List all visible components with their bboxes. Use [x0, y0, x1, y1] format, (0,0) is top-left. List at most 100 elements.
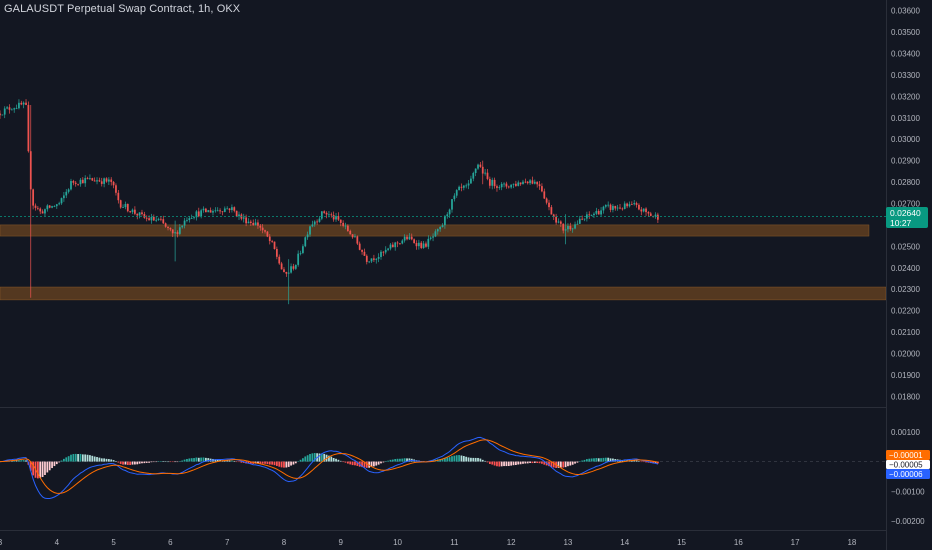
- candle: [181, 225, 184, 229]
- candle: [200, 208, 203, 219]
- candle-body: [616, 207, 619, 209]
- macd-histogram-bar: [399, 458, 401, 462]
- candle-body: [157, 218, 160, 220]
- candle: [391, 242, 394, 248]
- candle: [496, 184, 498, 192]
- candle: [48, 205, 51, 209]
- candle: [188, 216, 191, 223]
- candle-body: [278, 256, 281, 264]
- macd-histogram-bar: [595, 458, 598, 462]
- macd-histogram-bar: [131, 461, 134, 465]
- candle: [214, 207, 217, 213]
- chart-title: GALAUSDT Perpetual Swap Contract, 1h, OK…: [4, 3, 241, 15]
- macd-histogram-bar: [588, 458, 591, 462]
- candle: [377, 253, 380, 263]
- macd-histogram-bar: [522, 461, 524, 464]
- candle-body: [417, 242, 420, 247]
- current-price-value: 0.02640: [890, 208, 921, 218]
- candle: [557, 218, 560, 224]
- macd-histogram-bar: [320, 453, 323, 462]
- time-axis[interactable]: 3 4 5 6 7 8 9 10 11 12 13 14 15 16 17 18: [0, 538, 857, 547]
- candle-body: [186, 219, 188, 221]
- candle: [41, 209, 44, 214]
- candle: [266, 230, 269, 238]
- candle-body: [574, 224, 576, 229]
- macd-histogram-bar: [183, 459, 186, 462]
- candle-body: [268, 236, 271, 242]
- candle: [320, 211, 323, 221]
- candle-body: [131, 209, 134, 213]
- candle-body: [155, 219, 158, 221]
- candle-body: [152, 216, 155, 221]
- macd-histogram-bar: [441, 458, 444, 462]
- candle-body: [313, 221, 316, 225]
- macd-histogram-bar: [645, 461, 647, 463]
- candle: [647, 211, 650, 217]
- macd-histogram-bar: [391, 459, 394, 462]
- candle: [275, 246, 278, 260]
- candle-body: [590, 215, 593, 216]
- macd-histogram-bar: [567, 461, 569, 467]
- candle: [365, 254, 368, 265]
- macd-histogram-bar: [406, 458, 408, 462]
- candle: [562, 223, 565, 234]
- macd-histogram-bar: [484, 460, 487, 462]
- macd-histogram-bar: [285, 461, 288, 468]
- macd-histogram-bar: [65, 457, 68, 462]
- macd-histogram-bar: [635, 460, 638, 462]
- candle: [167, 226, 169, 231]
- candle-body: [555, 216, 557, 223]
- macd-histogram-bar: [138, 461, 141, 464]
- candle: [55, 203, 58, 209]
- macd-histogram-bar: [280, 461, 283, 468]
- candle-body: [524, 181, 527, 183]
- candle: [436, 228, 439, 235]
- candle: [86, 176, 89, 180]
- candle-body: [65, 191, 68, 196]
- macd-histogram-bar: [155, 461, 158, 463]
- macd-histogram-bar: [477, 457, 479, 462]
- candle-body: [441, 225, 444, 228]
- candle: [640, 206, 643, 216]
- candle-body: [408, 236, 411, 240]
- macd-histogram-bar: [257, 461, 259, 464]
- candle: [74, 180, 77, 187]
- macd-histogram-bar: [323, 453, 326, 462]
- macd-histogram-bar: [77, 454, 79, 462]
- macd-histogram-bar: [330, 456, 333, 462]
- macd-histogram-bar: [604, 457, 607, 462]
- candle: [212, 209, 214, 216]
- candle: [302, 244, 304, 255]
- candle: [588, 211, 591, 219]
- candle: [36, 205, 39, 211]
- time-tick-label: 8: [282, 538, 287, 547]
- candle: [126, 203, 129, 213]
- candle-body: [344, 225, 347, 227]
- candle: [112, 181, 115, 189]
- macd-axis[interactable]: 0.00100 −0.00100 −0.00200: [891, 428, 925, 526]
- candle-body: [51, 206, 53, 208]
- candle: [63, 192, 65, 202]
- candle-body: [318, 218, 321, 222]
- candle-body: [380, 251, 382, 257]
- candle: [58, 201, 61, 206]
- macd-histogram-bar: [500, 461, 503, 467]
- candle: [247, 218, 250, 224]
- candle: [609, 203, 612, 213]
- macd-histogram-bar: [538, 461, 541, 464]
- candle-body: [436, 229, 439, 232]
- candle-body: [162, 219, 165, 224]
- candle-body: [259, 225, 262, 228]
- candle: [0, 110, 1, 119]
- macd-histogram-bar: [365, 461, 368, 468]
- time-tick-label: 18: [847, 538, 856, 547]
- candle: [29, 104, 32, 298]
- macd-histogram-bar: [126, 461, 129, 465]
- price-axis[interactable]: 0.03600 0.03500 0.03400 0.03300 0.03200 0.031…: [891, 7, 920, 402]
- candle-body: [427, 238, 430, 247]
- candle: [470, 175, 472, 184]
- candle-body: [458, 186, 460, 191]
- candle: [420, 241, 423, 250]
